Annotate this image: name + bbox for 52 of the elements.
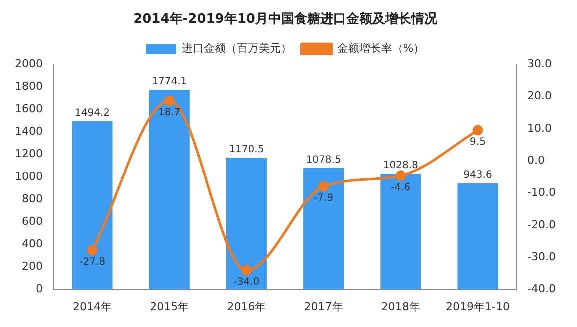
y2-tick-label: 20.0 [528,90,552,103]
y-tick-label: 400 [22,238,43,251]
y-tick-label: 1200 [14,148,43,161]
chart-title: 2014年-2019年10月中国食糖进口金额及增长情况 [134,11,438,28]
data-label: 1494.2 [75,108,110,120]
data-label: 1170.5 [229,144,264,156]
bar [304,168,344,290]
data-label: 943.6 [464,170,492,182]
data-label: -34.0 [234,277,260,288]
x-tick-label: 2014年 [73,300,112,314]
y2-tick-label: 0.0 [528,154,546,167]
y-tick-label: 800 [22,192,43,206]
data-label: -27.8 [80,257,106,268]
point [87,245,98,256]
data-label: 1078.5 [306,154,342,166]
data-label: 18.7 [158,108,181,119]
y2-tick-label: 10.0 [528,122,552,135]
x-tick-label: 2017年 [304,300,344,314]
y2-tick-label: -40.0 [528,282,556,296]
data-label: 1774.1 [152,76,188,88]
point [164,96,175,106]
data-label: -7.9 [314,193,334,204]
y-tick-label: 200 [22,260,43,274]
point [472,125,484,136]
y-tick-label: 600 [22,215,43,228]
y-tick-label: 1400 [14,125,43,138]
y2-tick-label: -30.0 [528,250,556,264]
bar [458,184,498,290]
data-label: 1028.8 [383,160,418,172]
bar [380,174,422,290]
point [241,265,252,276]
y-tick-label: 0 [36,282,43,296]
point [396,170,406,182]
y2-tick-label: 30.0 [528,57,552,70]
x-tick-label: 2015年 [150,300,190,314]
x-tick-label: 2016年 [227,300,266,314]
x-tick-label: 2018年 [381,300,420,314]
y-tick-label: 1000 [14,170,43,184]
point [318,181,330,192]
legend-label: 进口金额（百万美元） [182,42,292,55]
y2-tick-label: -20.0 [528,218,556,232]
bar [226,158,267,290]
y-tick-label: 1800 [14,80,43,93]
data-label: 9.5 [470,137,486,148]
y2-tick-label: -10.0 [528,186,556,200]
data-label: -4.6 [391,182,411,194]
x-tick-label: 2019年1-10 [446,300,510,314]
legend-label: 金额增长率（%） [337,42,425,55]
bar [149,90,190,290]
y-tick-label: 2000 [14,57,43,70]
bar [72,122,113,290]
y-tick-label: 1600 [14,102,43,116]
